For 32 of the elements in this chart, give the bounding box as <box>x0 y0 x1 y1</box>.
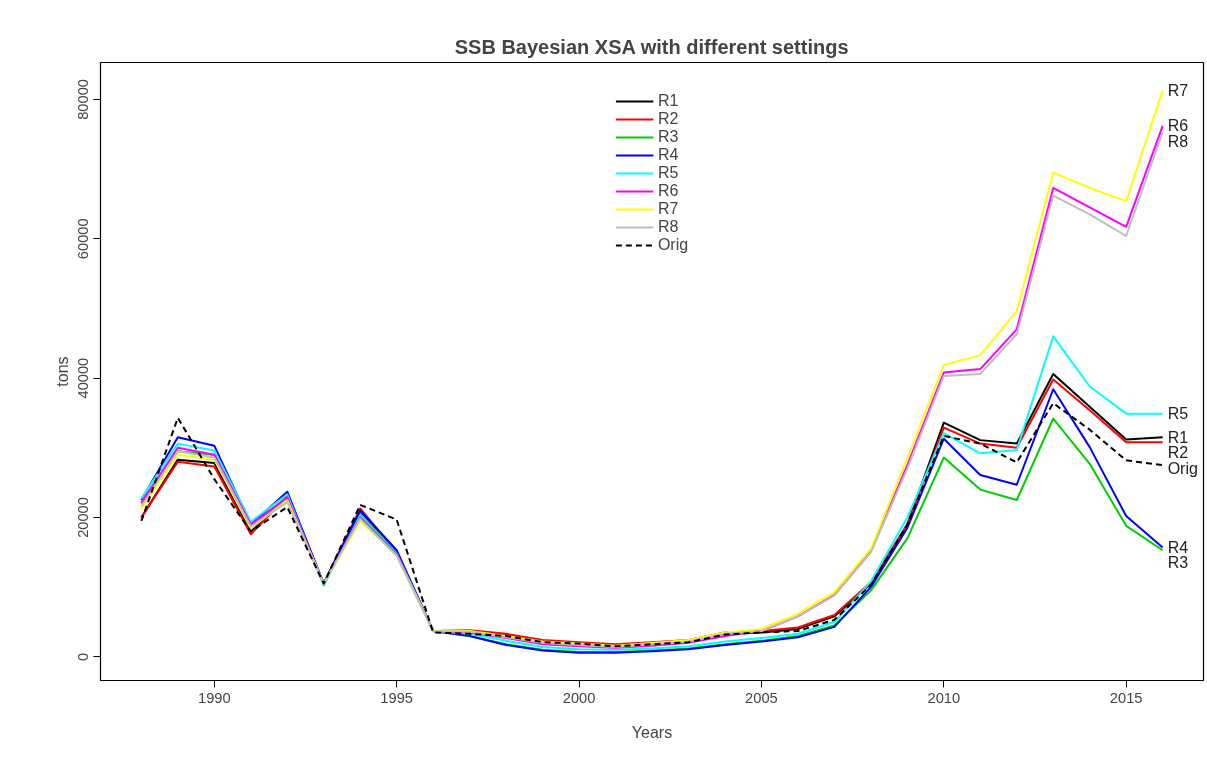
legend-label: R6 <box>657 182 679 200</box>
text: R2 <box>1167 444 1189 462</box>
x-tick-label: 2000 <box>562 689 596 706</box>
x-tick-label: 1995 <box>380 689 413 706</box>
text: R4 <box>1167 538 1189 556</box>
legend-label: R1 <box>657 92 679 110</box>
legend-label: R5 <box>657 164 679 182</box>
legend-label: R3 <box>657 128 679 146</box>
y-axis-title: tons <box>53 356 71 387</box>
text: R3 <box>1167 554 1189 572</box>
legend-label: R2 <box>657 110 679 128</box>
text: R7 <box>1167 81 1189 99</box>
y-tick-label: 80000 <box>75 79 92 120</box>
text: R6 <box>1167 117 1189 135</box>
text: Orig <box>1167 460 1198 478</box>
legend-label: R4 <box>657 146 679 164</box>
legend-label: Orig <box>657 236 689 254</box>
y-tick-label: 0 <box>75 652 92 661</box>
y-tick-label: 20000 <box>75 497 92 538</box>
x-axis-title: Years <box>631 723 673 741</box>
y-tick-label: 40000 <box>75 357 92 399</box>
x-tick-label: 2010 <box>927 689 961 706</box>
text: R1 <box>1167 428 1189 446</box>
legend-label: R8 <box>657 218 679 236</box>
chart-title: SSB Bayesian XSA with different settings <box>454 35 849 58</box>
text: R8 <box>1167 132 1189 150</box>
legend-label: R7 <box>657 200 679 218</box>
text: R5 <box>1167 405 1189 423</box>
x-tick-label: 2005 <box>745 689 778 706</box>
y-tick-label: 60000 <box>75 218 92 260</box>
x-tick-label: 1990 <box>198 689 231 706</box>
x-tick-label: 2015 <box>1109 689 1143 706</box>
